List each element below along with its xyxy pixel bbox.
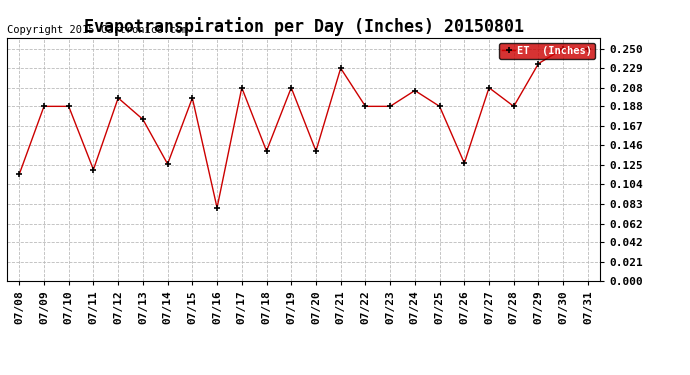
Text: Copyright 2015 Cartronics.com: Copyright 2015 Cartronics.com xyxy=(7,25,188,35)
Legend: ET  (Inches): ET (Inches) xyxy=(500,43,595,59)
Title: Evapotranspiration per Day (Inches) 20150801: Evapotranspiration per Day (Inches) 2015… xyxy=(83,17,524,36)
